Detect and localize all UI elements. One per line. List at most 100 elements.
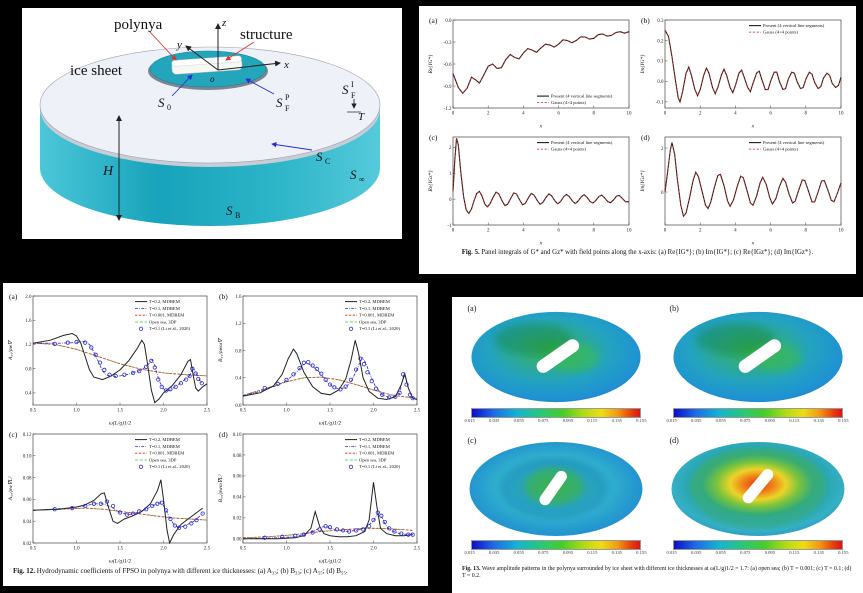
wave-surface-d: [671, 442, 844, 536]
subplot-tag: (d): [219, 430, 228, 439]
y-tick-label: 0.02: [22, 542, 31, 547]
data-point: [172, 523, 177, 528]
sc-pointer: [271, 141, 313, 151]
colorbar-tick: 0.055: [715, 550, 726, 555]
y-tick-label: 0.08: [232, 454, 241, 459]
colorbar-tick: 0.135: [813, 550, 824, 555]
data-point: [310, 530, 315, 535]
legend-label: T=0.2, MDBEM: [149, 437, 180, 443]
colorbar-d: [672, 540, 843, 550]
fig5-chart-c: 0 2 4 6 8 10 2 1 0 -1 x Re{IGz*} (c) Present (4 verti…: [426, 129, 636, 247]
y-tick-label: 0.0: [445, 19, 452, 24]
chart-svg: 0.5 1.0 1.5 2.0 2.5 2.0 1.6 1.2 0.8 0.4 ω(L/g)1/2 A…: [7, 292, 211, 427]
subplot-tag: (a): [9, 292, 18, 301]
data-point: [148, 358, 153, 363]
data-point: [130, 511, 135, 516]
data-point: [357, 356, 363, 361]
y-tick-label: 0: [661, 191, 664, 196]
data-point: [348, 377, 353, 382]
x-tick-label: 1.5: [326, 409, 333, 414]
data-point: [65, 340, 70, 345]
data-point: [386, 395, 391, 400]
wave-surface-b: [672, 311, 843, 403]
x-tick-label: 2.5: [203, 547, 210, 552]
y-tick-label: 0.3: [657, 19, 664, 24]
figure-panel-fig5: 0 2 4 6 8 10 0.0 -0.3 -0.6 -0.9 -1.2 x Re{IG*} (a) Pre…: [419, 6, 856, 274]
legend-label: Present (4 vertical line segments): [551, 94, 613, 99]
y-tick-label: 0.06: [232, 475, 241, 480]
x-tick-label: 10: [838, 112, 844, 117]
colorbar-tick: 0.155: [838, 418, 849, 423]
legend-label: Present (4 vertical line segments): [763, 140, 825, 145]
plot-frame: [664, 19, 841, 109]
subplot-tag: (b): [641, 16, 650, 25]
fig13-caption: Fig. 13. Wave amplitude patterns in the …: [462, 566, 853, 581]
data-point: [361, 362, 366, 367]
legend-label: T=0.1, MDBEM: [149, 306, 180, 312]
subplot-tag: (b): [219, 292, 228, 301]
legend-label: T=0.1 (Li et al., 2020): [359, 326, 400, 332]
x-tick-label: 1.0: [73, 409, 80, 414]
fig5-caption: Fig. 5. Panel integrals of G* and Gz* wi…: [425, 249, 850, 257]
colorbar-tick: 0.055: [513, 550, 524, 555]
series-line: [452, 31, 629, 94]
colorbar-tick: 0.095: [764, 418, 776, 423]
y-tick-label: 0.04: [22, 520, 31, 525]
fig5-chart-b: 0 2 4 6 8 10 0.3 0.2 0.1 0.0 -0.1 x Im{IG*} (b) Presen…: [638, 12, 848, 130]
data-point: [331, 385, 336, 390]
x-tick-label: 4: [522, 112, 525, 117]
fig5-grid: 0 2 4 6 8 10 0.0 -0.3 -0.6 -0.9 -1.2 x Re{IG*} (a) Pre…: [419, 6, 856, 247]
legend-label: T=0.2, MDBEM: [359, 299, 390, 305]
legend-label: Present (4 vertical line segments): [551, 140, 613, 145]
data-point: [400, 372, 405, 377]
legend-label: T=0.001, MDBEM: [149, 313, 184, 319]
y-tick-label: 2: [661, 147, 664, 152]
data-point: [154, 501, 160, 506]
data-point: [346, 529, 351, 534]
data-point: [167, 387, 173, 392]
structure-label: structure: [240, 27, 293, 43]
x-axis-label: x: [283, 59, 289, 71]
data-point: [143, 364, 148, 369]
y-tick-label: 0.4: [25, 392, 32, 397]
data-point: [69, 506, 74, 511]
plot-frame: [32, 433, 207, 544]
x-tick-label: 0.5: [29, 547, 36, 552]
colorbar-tick: 0.135: [813, 418, 824, 423]
data-point: [117, 510, 122, 515]
colorbar-tick: 0.075: [740, 550, 751, 555]
colorbar-tick: 0.075: [538, 550, 549, 555]
y-tick-label: 0.08: [22, 476, 31, 481]
data-point: [173, 384, 178, 389]
x-tick-label: 2: [486, 112, 489, 117]
sfp-sub: F: [285, 104, 290, 113]
fig13-tag-d: (d): [669, 436, 679, 445]
y-tick-label: 0.4: [235, 377, 242, 382]
colorbar-tick: 0.095: [764, 550, 776, 555]
colorbar-ticks-c: 0.015 0.035 0.055 0.075 0.095 0.115 0.135 0.155: [465, 550, 647, 555]
data-point: [183, 377, 188, 382]
y-tick-label: 1.2: [25, 343, 32, 348]
legend-label: Present (4 vertical line segments): [763, 23, 825, 28]
colorbar-tick: 0.015: [666, 418, 677, 423]
data-point: [176, 525, 181, 530]
data-point: [364, 370, 370, 375]
structure-cutout: [738, 339, 781, 373]
colorbar-tick: 0.015: [666, 550, 677, 555]
data-point: [193, 371, 198, 376]
data-point: [167, 516, 173, 522]
colorbar-tick: 0.115: [789, 550, 800, 555]
x-tick-label: 10: [626, 229, 632, 234]
y-tick-label: 0.0: [235, 404, 242, 409]
data-point: [124, 512, 129, 517]
legend-label: T=0.1 (Li et al., 2020): [149, 326, 190, 332]
data-point: [163, 388, 168, 393]
y-axis-label: Re{IG*}: [428, 54, 434, 75]
x-tick-label: 2.5: [413, 547, 420, 552]
legend-label: T=0.001, MDBEM: [359, 313, 394, 319]
x-tick-label: 1.5: [116, 409, 123, 414]
data-point: [188, 521, 193, 526]
sfp-label: S: [276, 95, 283, 110]
data-point: [343, 384, 348, 389]
sc-label: S: [316, 149, 323, 164]
